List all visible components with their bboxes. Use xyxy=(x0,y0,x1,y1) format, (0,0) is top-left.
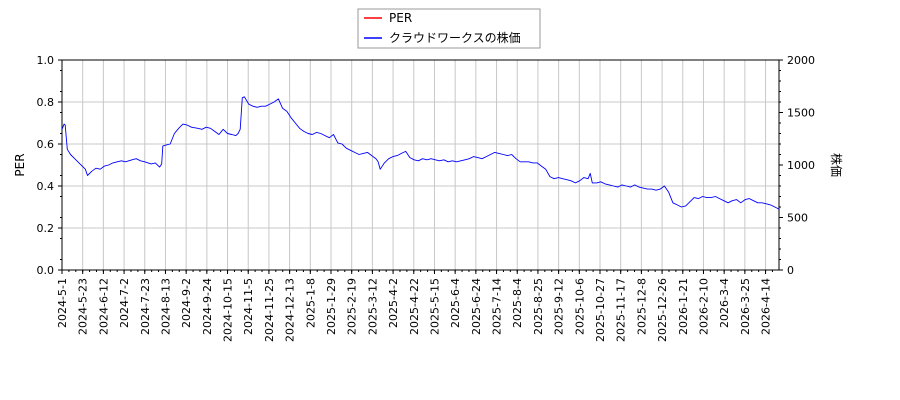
x-tick-label: 2026-2-10 xyxy=(697,278,710,335)
x-tick-label: 2025-2-19 xyxy=(346,278,359,335)
legend-label-per: PER xyxy=(389,11,412,25)
legend-label-stock-price: クラウドワークスの株価 xyxy=(389,30,521,45)
y-left-tick-label: 0.2 xyxy=(37,222,55,235)
x-tick-label: 2024-6-12 xyxy=(97,278,110,335)
plot-frame xyxy=(61,59,780,271)
x-tick-label: 2024-11-25 xyxy=(263,278,276,342)
series-line-stock-price xyxy=(61,96,780,210)
y-axis-right-title: 株価 xyxy=(829,153,844,177)
left-axis: 0.0 0.2 0.4 0.6 0.8 1.0 xyxy=(37,54,62,277)
x-tick-label: 2024-7-23 xyxy=(139,278,152,335)
y-right-tick-label: 500 xyxy=(787,212,808,225)
x-tick-label: 2024-5-23 xyxy=(77,278,90,335)
x-tick-label: 2025-12-26 xyxy=(656,278,669,342)
x-tick-label: 2024-5-1 xyxy=(56,278,69,328)
y-left-tick-label: 0.6 xyxy=(37,138,55,151)
x-tick-label: 2024-8-13 xyxy=(159,278,172,335)
x-tick-label: 2025-9-12 xyxy=(553,278,566,335)
x-tick-label: 2024-9-24 xyxy=(201,278,214,335)
legend: PER クラウドワークスの株価 xyxy=(357,8,541,49)
y-right-tick-label: 1000 xyxy=(787,159,815,172)
x-tick-label: 2025-1-8 xyxy=(304,278,317,328)
x-tick-label: 2024-10-15 xyxy=(222,278,235,342)
x-tick-label: 2025-10-27 xyxy=(594,278,607,342)
y-axis-left-title: PER xyxy=(13,153,27,176)
y-right-tick-label: 0 xyxy=(787,264,794,277)
x-tick-label: 2025-7-14 xyxy=(491,278,504,335)
grid xyxy=(61,59,779,271)
y-left-tick-label: 0.8 xyxy=(37,96,55,109)
y-right-tick-label: 2000 xyxy=(787,54,815,67)
x-tick-label: 2025-8-4 xyxy=(511,278,524,328)
x-tick-label: 2025-4-2 xyxy=(387,278,400,328)
x-tick-label: 2025-1-29 xyxy=(325,278,338,335)
x-tick-label: 2025-6-24 xyxy=(470,278,483,335)
series-group xyxy=(61,96,780,210)
x-tick-label: 2025-12-8 xyxy=(635,278,648,335)
y-left-tick-label: 1.0 xyxy=(37,54,55,67)
x-tick-label: 2025-4-22 xyxy=(408,278,421,335)
x-tick-label: 2024-7-2 xyxy=(118,278,131,328)
x-tick-label: 2024-12-13 xyxy=(284,278,297,342)
x-tick-label: 2025-3-12 xyxy=(366,278,379,335)
x-tick-label: 2024-11-5 xyxy=(242,278,255,335)
x-tick-label: 2026-4-14 xyxy=(760,278,773,335)
x-tick-label: 2026-3-25 xyxy=(739,278,752,335)
y-left-tick-label: 0.0 xyxy=(37,264,55,277)
legend-box xyxy=(357,8,541,49)
x-tick-label: 2025-5-15 xyxy=(428,278,441,335)
x-tick-label: 2025-10-6 xyxy=(573,278,586,335)
x-tick-label: 2026-1-21 xyxy=(677,278,690,335)
x-tick-label: 2025-6-4 xyxy=(449,278,462,328)
y-left-tick-label: 0.4 xyxy=(37,180,55,193)
y-right-tick-label: 1500 xyxy=(787,107,815,120)
x-tick-label: 2025-8-25 xyxy=(532,278,545,335)
x-tick-label: 2025-11-17 xyxy=(615,278,628,342)
x-tick-label: 2024-9-2 xyxy=(180,278,193,328)
x-tick-label: 2026-3-4 xyxy=(718,278,731,328)
right-axis: 0 500 1000 1500 2000 xyxy=(779,54,815,277)
x-axis: 2024-5-1 2024-5-23 2024-6-12 2024-7-2 2024-7… xyxy=(56,270,773,342)
